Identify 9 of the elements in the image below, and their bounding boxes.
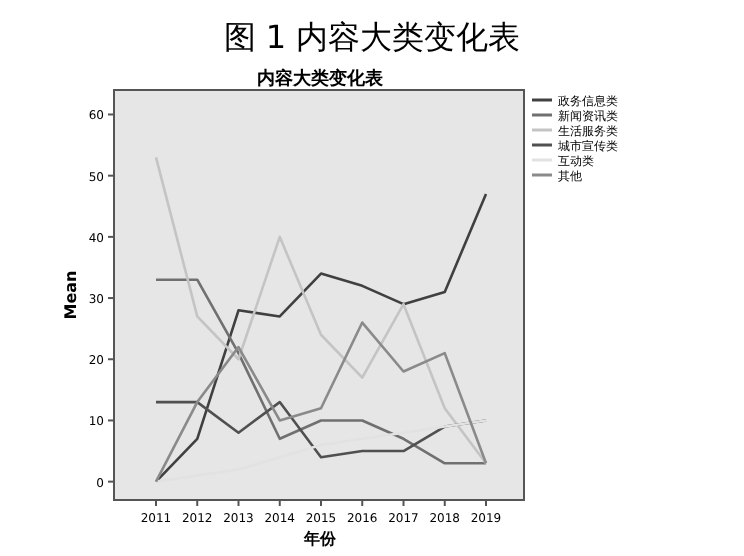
line-series (154, 278, 488, 465)
line-series (154, 156, 488, 465)
line-series (154, 192, 488, 483)
line-series (154, 321, 488, 483)
y-axis-title: Mean (62, 269, 80, 320)
chart-title: 图 1 内容大类变化表 (223, 18, 521, 56)
chart-subtitle: 内容大类变化表 (257, 68, 385, 90)
x-axis-title: 年份 (302, 530, 338, 548)
line-series (154, 419, 488, 483)
